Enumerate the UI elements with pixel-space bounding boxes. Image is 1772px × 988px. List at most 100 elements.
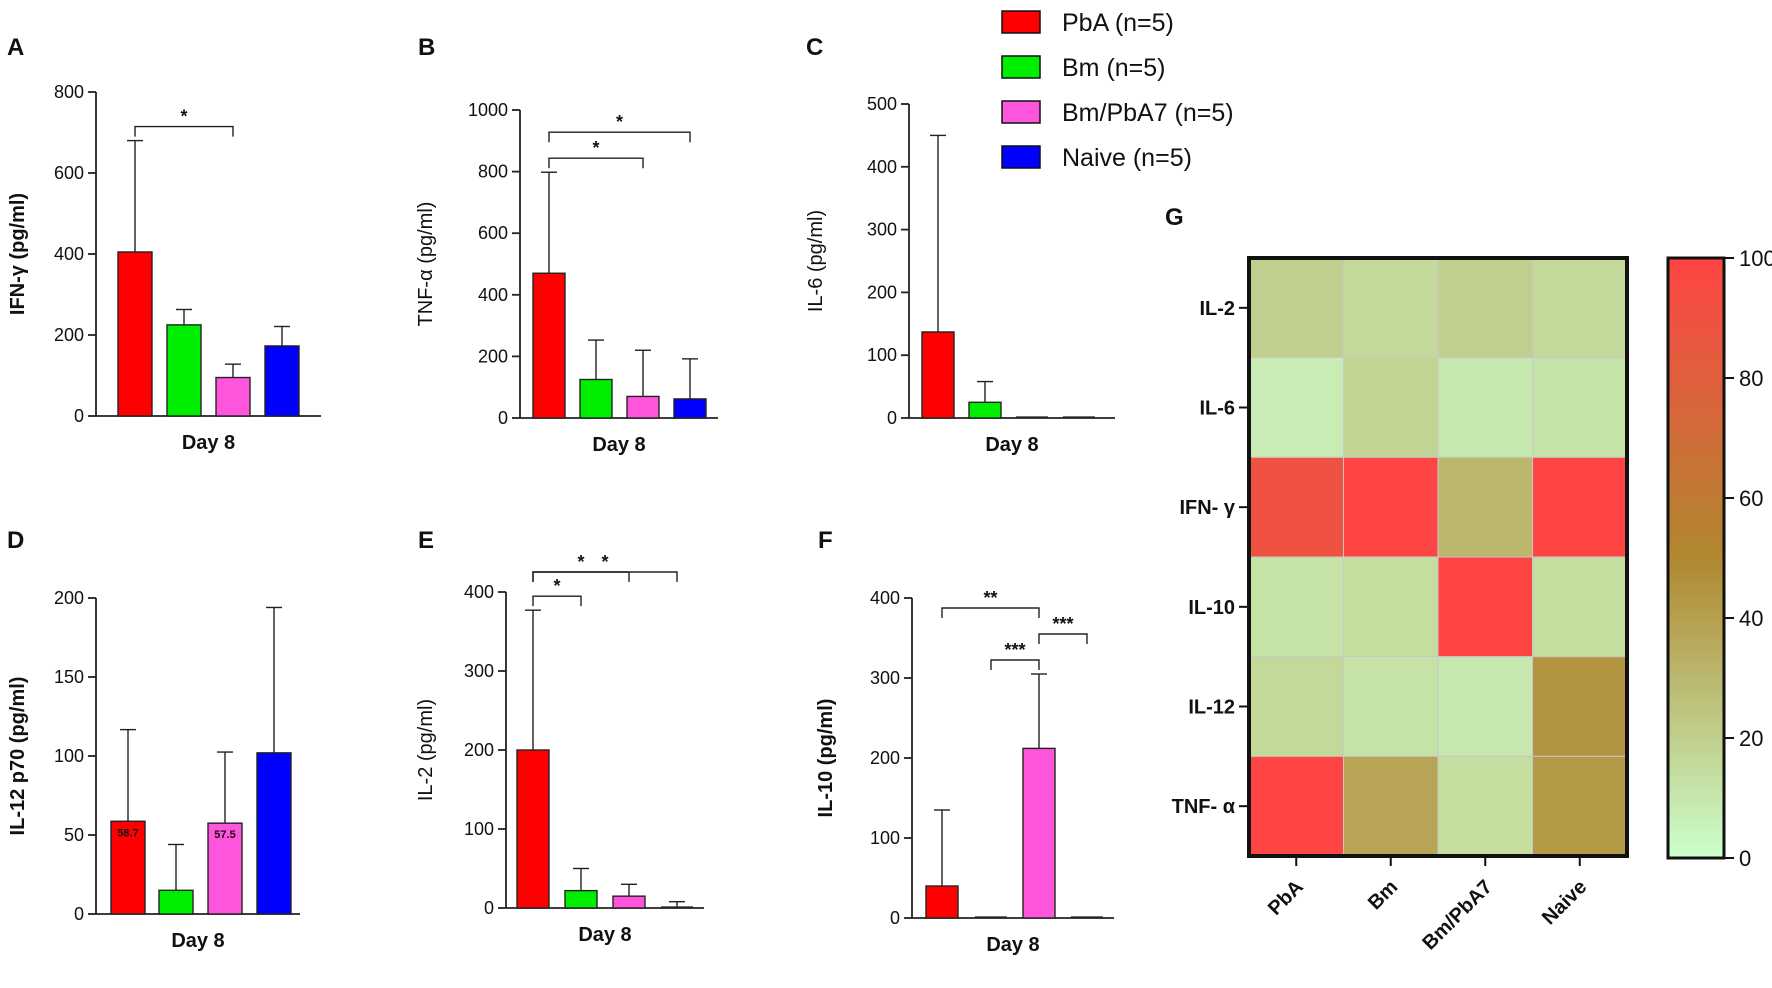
significance-label-a-0: * <box>180 107 187 127</box>
x-axis-title-f: Day 8 <box>986 934 1039 956</box>
y-tick-label-d-3: 150 <box>54 667 84 687</box>
heatmap-cell-1-2 <box>1437 357 1533 458</box>
bar-value-label-d-0: 58.7 <box>117 827 138 839</box>
significance-bracket-f-1 <box>1038 633 1088 644</box>
significance-label-f-0: *** <box>1004 640 1025 660</box>
panel-label-b: B <box>418 34 435 61</box>
panel-b: B 0 200 400 600 800 1000 TNF-α (pg/ml) Day 8 * * <box>415 34 718 456</box>
y-axis-title-e: IL-2 (pg/ml) <box>415 699 437 801</box>
heatmap-cell-2-3 <box>1532 456 1628 558</box>
heatmap-panel: G IL-2 IL-6 IFN- γ IL-10 IL-12 TNF- α PbA Bm Bm/P… <box>1165 204 1772 954</box>
heatmap-row-label-2: IFN- γ <box>1179 497 1235 519</box>
bar-e-2 <box>612 895 646 909</box>
legend-swatch-2 <box>1001 100 1041 124</box>
y-tick-label-d-2: 100 <box>54 746 84 766</box>
heatmap-cell-4-2 <box>1437 656 1533 757</box>
panel-label-d: D <box>7 527 24 554</box>
heatmap-cell-4-0 <box>1248 656 1344 757</box>
bar-e-1 <box>564 889 598 909</box>
heatmap-cell-0-1 <box>1343 257 1439 359</box>
legend: PbA (n=5) Bm (n=5) Bm/PbA7 (n=5) Naive (n=5… <box>1001 9 1234 172</box>
legend-label-0: PbA (n=5) <box>1062 9 1174 37</box>
y-tick-label-e-1: 100 <box>464 819 494 839</box>
heatmap-row-label-1: IL-6 <box>1199 398 1235 420</box>
bar-d-0 <box>110 820 146 915</box>
bar-panels: A 0 200 400 600 800 IFN-γ (pg/ml) Day 8 * B 0 200 40… <box>7 34 1115 956</box>
legend-swatch-3 <box>1001 145 1041 169</box>
y-tick-label-e-4: 400 <box>464 582 494 602</box>
y-tick-label-b-0: 0 <box>498 408 508 428</box>
colorbar <box>1666 256 1726 860</box>
heatmap-col-label-3: Naive <box>1538 876 1591 929</box>
significance-label-f-1: *** <box>1052 614 1073 634</box>
y-tick-label-d-0: 0 <box>74 904 84 924</box>
panel-label-e: E <box>418 527 434 554</box>
y-tick-label-f-1: 100 <box>870 828 900 848</box>
significance-bracket-e-0 <box>532 595 582 607</box>
y-axis-title-a: IFN-γ (pg/ml) <box>7 193 29 315</box>
y-tick-label-b-4: 800 <box>478 162 508 182</box>
y-tick-label-a-3: 600 <box>54 163 84 183</box>
y-tick-label-c-5: 500 <box>867 94 897 114</box>
colorbar-tick-label-3: 60 <box>1739 486 1763 511</box>
bar-e-0 <box>516 749 550 909</box>
bar-b-1 <box>579 378 613 419</box>
heatmap-cell-5-2 <box>1437 755 1533 857</box>
panel-c: C 0 100 200 300 400 500 IL-6 (pg/ml) Day 8 <box>805 34 1115 456</box>
heatmap-col-label-0: PbA <box>1264 876 1308 920</box>
heatmap-cell-2-1 <box>1343 456 1439 558</box>
legend-swatch-1 <box>1001 55 1041 79</box>
heatmap-cell-0-0 <box>1248 257 1344 359</box>
heatmap-cell-4-1 <box>1343 656 1439 757</box>
bar-d-2 <box>207 822 243 915</box>
heatmap-cell-3-0 <box>1248 556 1344 658</box>
panel-a: A 0 200 400 600 800 IFN-γ (pg/ml) Day 8 * <box>7 34 321 454</box>
significance-label-b-1: * <box>616 112 623 132</box>
heatmap-cell-1-1 <box>1343 357 1439 458</box>
x-axis-title-e: Day 8 <box>578 924 631 946</box>
colorbar-tick-label-5: 100 <box>1739 246 1772 271</box>
heatmap-col-label-2: Bm/PbA7 <box>1418 876 1496 954</box>
legend-label-1: Bm (n=5) <box>1062 54 1166 82</box>
heatmap-col-label-1: Bm <box>1364 876 1402 914</box>
heatmap-cell-4-3 <box>1532 656 1628 757</box>
colorbar-tick-label-0: 0 <box>1739 846 1751 871</box>
significance-bracket-f-2 <box>941 607 1040 618</box>
x-axis-title-a: Day 8 <box>182 432 235 454</box>
bar-f-0 <box>925 885 959 919</box>
significance-bracket-f-0 <box>990 659 1040 670</box>
heatmap-cell-2-2 <box>1437 456 1533 558</box>
y-tick-label-b-3: 600 <box>478 223 508 243</box>
bar-a-2 <box>215 376 251 417</box>
panel-label-g: G <box>1165 204 1184 231</box>
heatmap-row-label-3: IL-10 <box>1188 597 1235 619</box>
x-axis-title-d: Day 8 <box>171 930 224 952</box>
significance-bracket-e-2 <box>532 571 678 582</box>
heatmap-row-label-4: IL-12 <box>1188 697 1235 719</box>
bar-f-2 <box>1022 747 1056 919</box>
y-tick-label-f-2: 200 <box>870 748 900 768</box>
y-tick-label-b-5: 1000 <box>468 100 508 120</box>
y-tick-label-d-1: 50 <box>64 825 84 845</box>
y-tick-label-a-2: 400 <box>54 244 84 264</box>
heatmap-border <box>1247 256 1629 858</box>
y-tick-label-c-4: 400 <box>867 157 897 177</box>
y-tick-label-f-0: 0 <box>890 908 900 928</box>
legend-label-2: Bm/PbA7 (n=5) <box>1062 99 1234 127</box>
heatmap-row-label-0: IL-2 <box>1199 298 1235 320</box>
colorbar-tick-label-4: 80 <box>1739 366 1763 391</box>
y-tick-label-c-0: 0 <box>887 408 897 428</box>
bar-d-1 <box>158 889 194 915</box>
significance-bracket-e-1 <box>532 571 630 582</box>
colorbar-tick-label-2: 40 <box>1739 606 1763 631</box>
y-tick-label-e-2: 200 <box>464 740 494 760</box>
y-tick-label-c-2: 200 <box>867 282 897 302</box>
y-axis-title-d: IL-12 p70 (pg/ml) <box>7 677 29 836</box>
bar-a-0 <box>117 251 153 417</box>
x-axis-title-c: Day 8 <box>985 434 1038 456</box>
legend-label-3: Naive (n=5) <box>1062 144 1192 172</box>
y-tick-label-c-1: 100 <box>867 345 897 365</box>
bar-d-3 <box>256 752 292 915</box>
